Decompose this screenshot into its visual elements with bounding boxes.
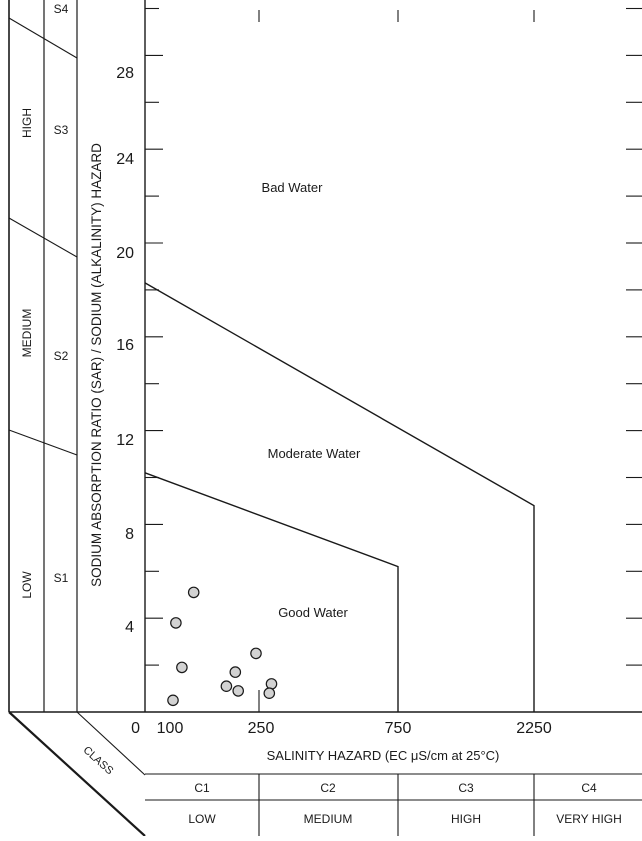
header-diagonal-lower — [76, 711, 146, 776]
salinity-level-very-high: VERY HIGH — [556, 812, 622, 826]
sample-point — [265, 678, 278, 690]
good-moderate-boundary — [144, 472, 399, 712]
class-header-label: CLASS — [81, 744, 116, 777]
sodium-level-low: LOW — [20, 571, 34, 599]
y-tick-label: 12 — [116, 432, 134, 449]
tick-marks — [145, 7, 642, 666]
sodium-class-s1: S1 — [54, 571, 69, 585]
salinity-class-c2: C2 — [320, 781, 336, 795]
x-tick-label: 750 — [385, 720, 412, 737]
moderate-bad-boundary — [144, 282, 535, 712]
y-axis-label: SODIUM ABSORPTION RATIO (SAR) / SODIUM (… — [89, 143, 104, 587]
x-tick-label: 2250 — [516, 720, 552, 737]
s3-s4-separator — [8, 17, 78, 59]
sample-points — [167, 586, 278, 707]
y-tick-label: 4 — [125, 619, 134, 636]
region-label-bad-water: Bad Water — [262, 180, 324, 195]
sample-point — [229, 666, 242, 678]
s2-s3-separator — [8, 217, 78, 258]
water-class-boundaries — [144, 282, 535, 712]
sample-point — [167, 694, 179, 707]
s1-s2-separator — [8, 429, 78, 456]
x-tick-label: 250 — [248, 720, 275, 737]
salinity-level-low: LOW — [188, 812, 216, 826]
y-tick-label: 28 — [116, 65, 134, 82]
salinity-level-medium: MEDIUM — [304, 812, 353, 826]
x-axis-label: SALINITY HAZARD (EC μS/cm at 25°C) — [267, 748, 500, 763]
x-tick-label: 100 — [157, 720, 184, 737]
sample-point — [263, 687, 276, 699]
x-tick-label: 0 — [131, 720, 140, 737]
sodium-level-high: HIGH — [20, 108, 34, 138]
y-tick-label: 24 — [116, 151, 134, 168]
y-tick-label: 16 — [116, 337, 134, 354]
sample-point — [170, 617, 182, 629]
region-label-good-water: Good Water — [278, 605, 348, 620]
sample-point — [232, 685, 244, 697]
sample-point — [250, 647, 262, 660]
sodium-class-s3: S3 — [54, 123, 69, 137]
salinity-class-c3: C3 — [458, 781, 474, 795]
sample-point — [220, 680, 233, 692]
salinity-class-c1: C1 — [194, 781, 210, 795]
sample-point — [176, 661, 188, 674]
sodium-class-s2: S2 — [54, 349, 69, 363]
sample-point — [187, 586, 200, 599]
chart-frame — [8, 0, 642, 837]
y-tick-label: 8 — [125, 526, 134, 543]
header-diagonal-top — [8, 711, 146, 837]
sodium-level-medium: MEDIUM — [20, 309, 34, 358]
salinity-level-high: HIGH — [451, 812, 481, 826]
sodium-class-s4: S4 — [54, 2, 69, 16]
region-label-moderate-water: Moderate Water — [268, 446, 361, 461]
salinity-class-c4: C4 — [581, 781, 597, 795]
y-tick-label: 20 — [116, 245, 134, 262]
